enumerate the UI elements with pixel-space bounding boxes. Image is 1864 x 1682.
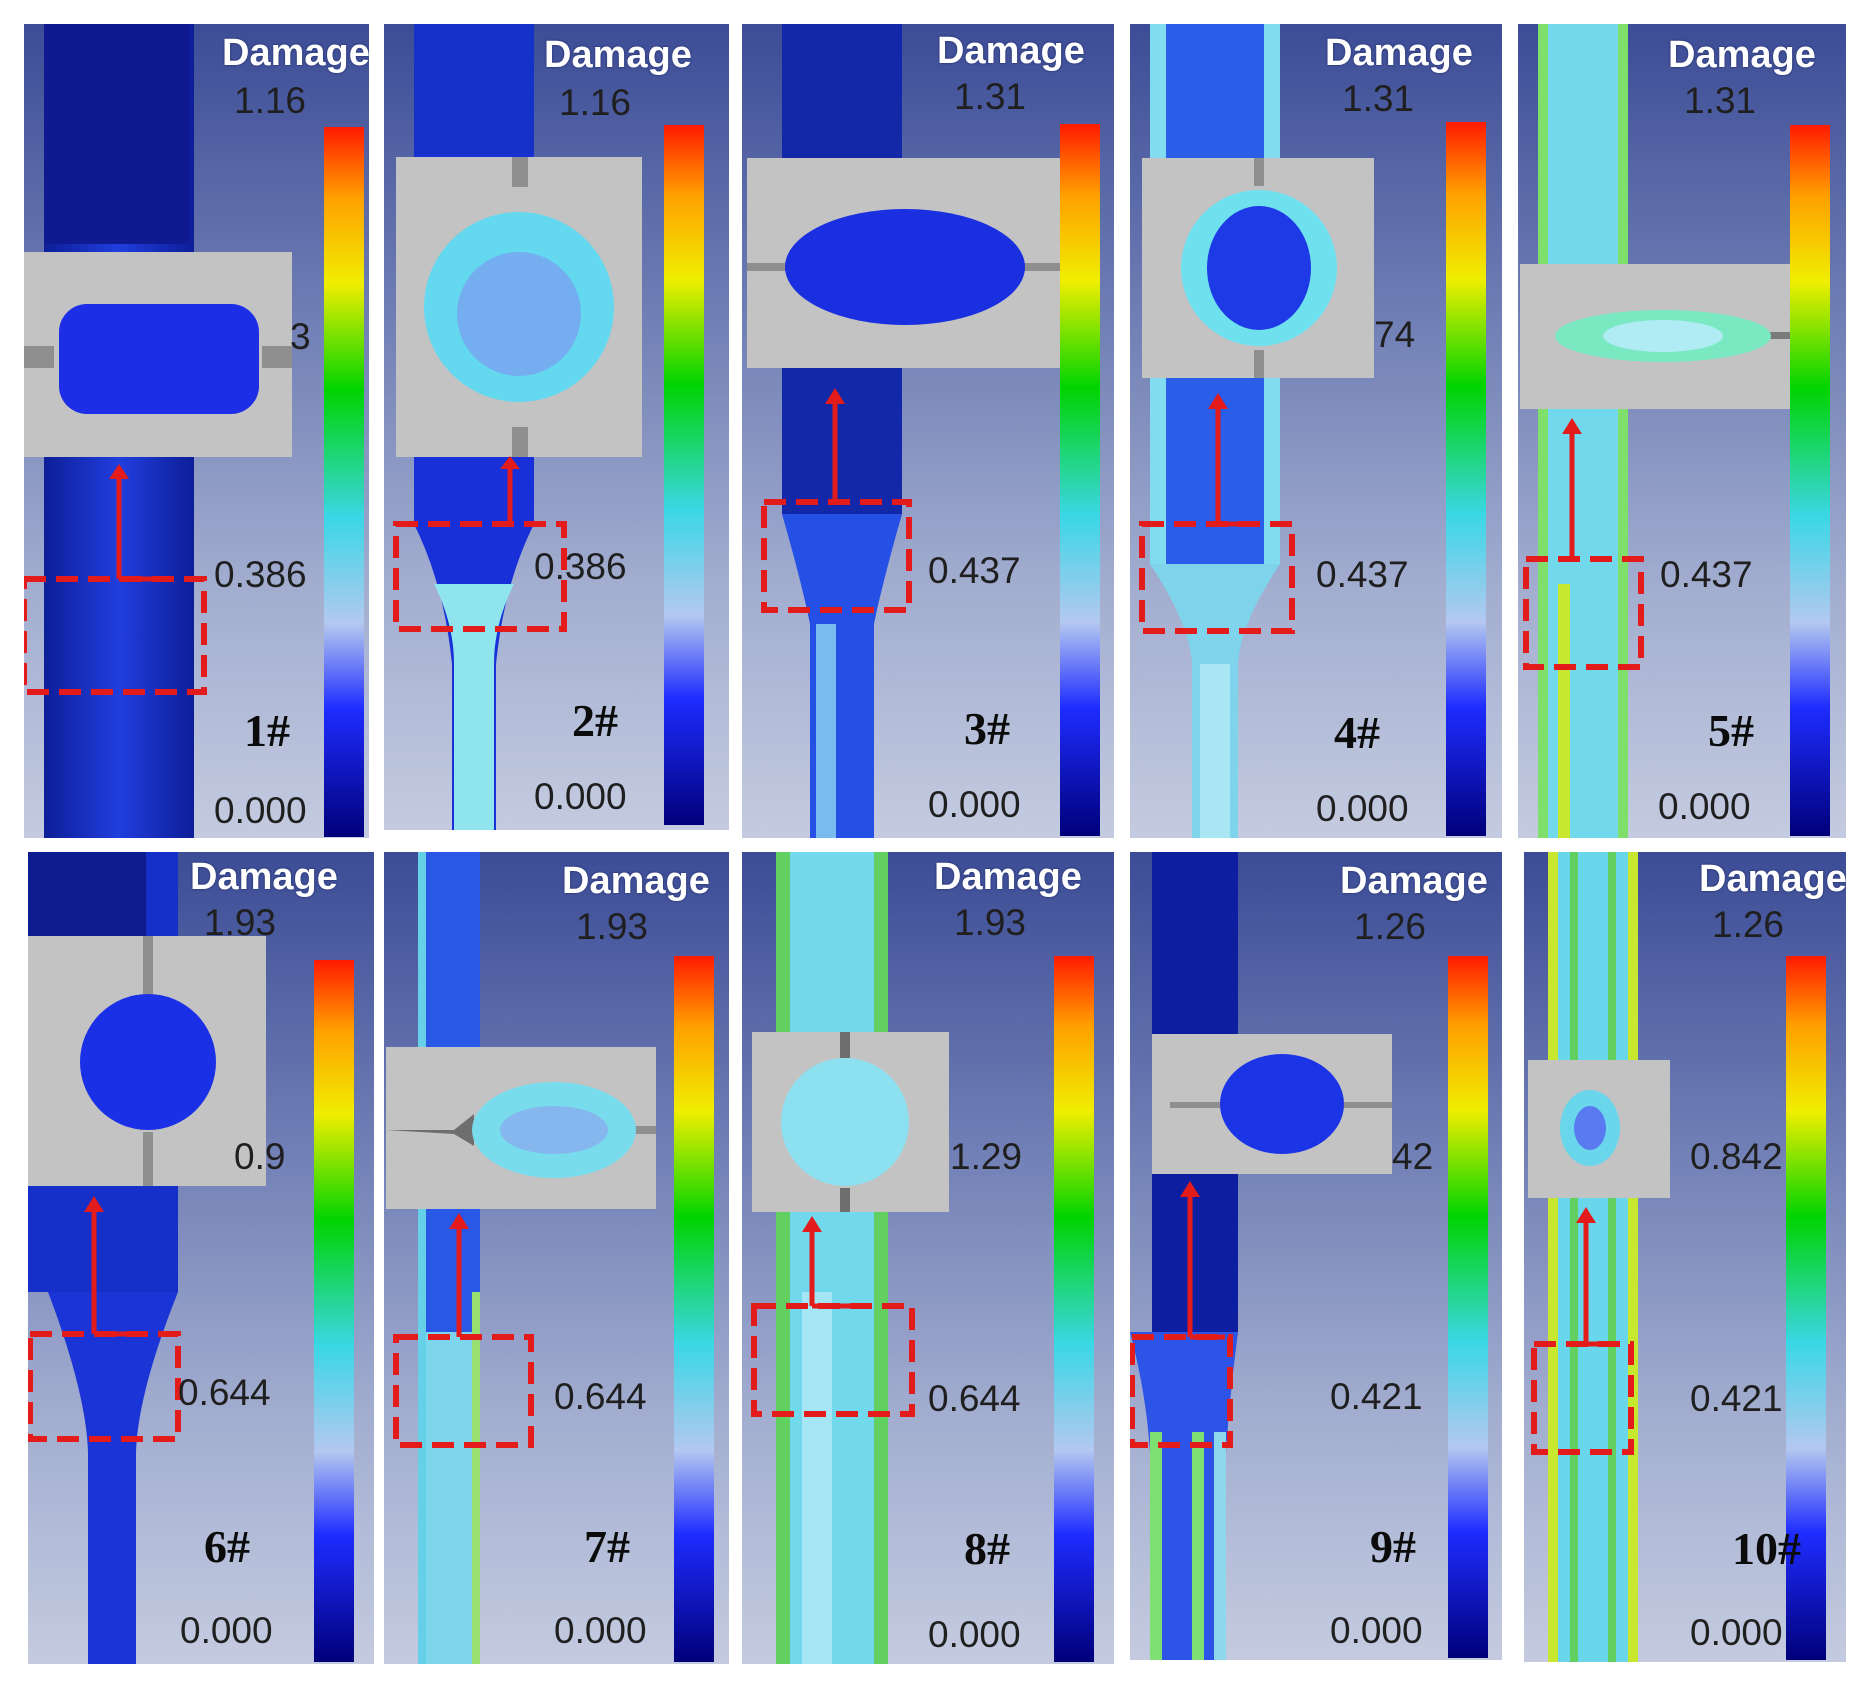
scale-min: 0.000: [180, 1610, 273, 1651]
color-scale: [1790, 125, 1830, 836]
color-scale: [324, 127, 364, 837]
scale-max: 1.31: [1684, 80, 1757, 121]
inset-cross-section: [781, 1058, 909, 1186]
specimen-view: [751, 852, 949, 1664]
scale-mid: 0.437: [928, 550, 1021, 591]
scale-max: 1.93: [954, 902, 1027, 943]
scale-mid: 0.386: [214, 554, 307, 595]
scale-min: 0.000: [554, 1610, 647, 1651]
specimen-view: [1520, 24, 1810, 838]
specimen-label: 8#: [964, 1523, 1010, 1574]
scale-mid: 0.437: [1660, 554, 1753, 595]
scale-max: 1.31: [1342, 78, 1415, 119]
scale-title: Damage: [190, 856, 338, 898]
inset-cross-section: [1220, 1054, 1344, 1154]
specimen-label: 2#: [572, 695, 618, 746]
specimen-view: [1130, 852, 1392, 1660]
scale-mid: 0.386: [534, 546, 627, 587]
scale-title: Damage: [1699, 858, 1846, 900]
scale-min: 0.000: [928, 1614, 1021, 1655]
specimen-bar: [1538, 24, 1628, 838]
specimen-label: 4#: [1334, 707, 1380, 758]
specimen-view: [747, 24, 1062, 838]
specimen-bar: [1548, 852, 1638, 1662]
panel-8: Damage 1.93 1.29 0.644 8# 0.000: [742, 852, 1114, 1664]
scale-mid: 0.421: [1690, 1378, 1783, 1419]
scale-min: 0.000: [1690, 1612, 1783, 1653]
specimen-label: 10#: [1732, 1523, 1801, 1574]
specimen-label: 1#: [244, 705, 290, 756]
specimen-view: [1528, 852, 1670, 1662]
panel-4: Damage 1.31 74 0.437 4# 0.000: [1130, 24, 1502, 838]
scale-mid: 0.421: [1330, 1376, 1423, 1417]
specimen-label: 9#: [1370, 1521, 1416, 1572]
inset-ghost-value: 74: [1374, 314, 1416, 355]
scale-mid: 0.644: [928, 1378, 1021, 1419]
dashed-region: [1130, 1334, 1233, 1448]
color-scale: [1060, 124, 1100, 836]
scale-upper: 1.29: [950, 1136, 1023, 1177]
scale-max: 1.16: [234, 80, 307, 121]
inset-ghost-value: 42: [1392, 1136, 1434, 1177]
panel-3: Damage 1.31 0.437 3# 0.000: [742, 24, 1114, 838]
specimen-view: [393, 24, 642, 830]
scale-min: 0.000: [1330, 1610, 1423, 1651]
color-scale: [664, 125, 704, 825]
inset-cross-section: [80, 994, 216, 1130]
scale-title: Damage: [544, 34, 692, 76]
dashed-region: [393, 1334, 534, 1448]
color-scale: [1446, 122, 1486, 836]
scale-title: Damage: [937, 30, 1085, 72]
scale-mid: 0.644: [554, 1376, 647, 1417]
scale-title: Damage: [1325, 32, 1473, 74]
scale-min: 0.000: [1658, 786, 1751, 827]
panel-2: Damage 1.16 0.386 2# 0.000: [384, 24, 729, 830]
scale-title: Damage: [1668, 34, 1816, 76]
scale-min: 0.000: [928, 784, 1021, 825]
specimen-view: [28, 852, 266, 1664]
inset-ghost-value: 3: [290, 316, 311, 357]
panel-7: Damage 1.93 0.644 7# 0.000: [384, 852, 729, 1664]
scale-max: 1.93: [204, 902, 277, 943]
color-scale: [674, 956, 714, 1662]
specimen-view: [386, 852, 656, 1664]
inset-ghost-value: 0.9: [234, 1136, 286, 1177]
dashed-region: [24, 576, 207, 695]
specimen-label: 7#: [584, 1521, 630, 1572]
scale-min: 0.000: [534, 776, 627, 817]
color-scale: [1786, 956, 1826, 1660]
scale-upper: 0.842: [1690, 1136, 1783, 1177]
panel-5: Damage 1.31 0.437 5# 0.000: [1518, 24, 1846, 838]
dashed-region: [1523, 556, 1644, 670]
panel-1: Damage 1.16 3 0.386 1# 0.000: [24, 24, 369, 838]
scale-max: 1.93: [576, 906, 649, 947]
color-scale: [1054, 956, 1094, 1662]
inset-cross-section: [59, 304, 259, 414]
scale-mid: 0.644: [178, 1372, 271, 1413]
dashed-region: [393, 521, 567, 632]
panel-10: Damage 1.26 0.842 0.421 10# 0.000: [1524, 852, 1846, 1662]
inset-cross-section: [785, 209, 1025, 325]
scale-max: 1.26: [1354, 906, 1427, 947]
specimen-label: 3#: [964, 703, 1010, 754]
specimen-view: [24, 24, 292, 838]
dashed-region: [1531, 1341, 1634, 1455]
panel-9: Damage 1.26 42 0.421 9# 0.000: [1130, 852, 1502, 1660]
color-scale: [314, 960, 354, 1662]
scale-min: 0.000: [214, 790, 307, 831]
scale-title: Damage: [1340, 860, 1488, 902]
scale-min: 0.000: [1316, 788, 1409, 829]
specimen-label: 5#: [1708, 705, 1754, 756]
scale-max: 1.26: [1712, 904, 1785, 945]
scale-title: Damage: [562, 860, 710, 902]
scale-mid: 0.437: [1316, 554, 1409, 595]
specimen-view: [1139, 24, 1374, 838]
specimen-label: 6#: [204, 1521, 250, 1572]
color-scale: [1448, 956, 1488, 1658]
scale-title: Damage: [222, 32, 369, 74]
scale-title: Damage: [934, 856, 1082, 898]
scale-max: 1.31: [954, 76, 1027, 117]
panel-6: Damage 1.93 0.9 0.644 6# 0.000: [28, 852, 374, 1664]
scale-max: 1.16: [559, 82, 632, 123]
